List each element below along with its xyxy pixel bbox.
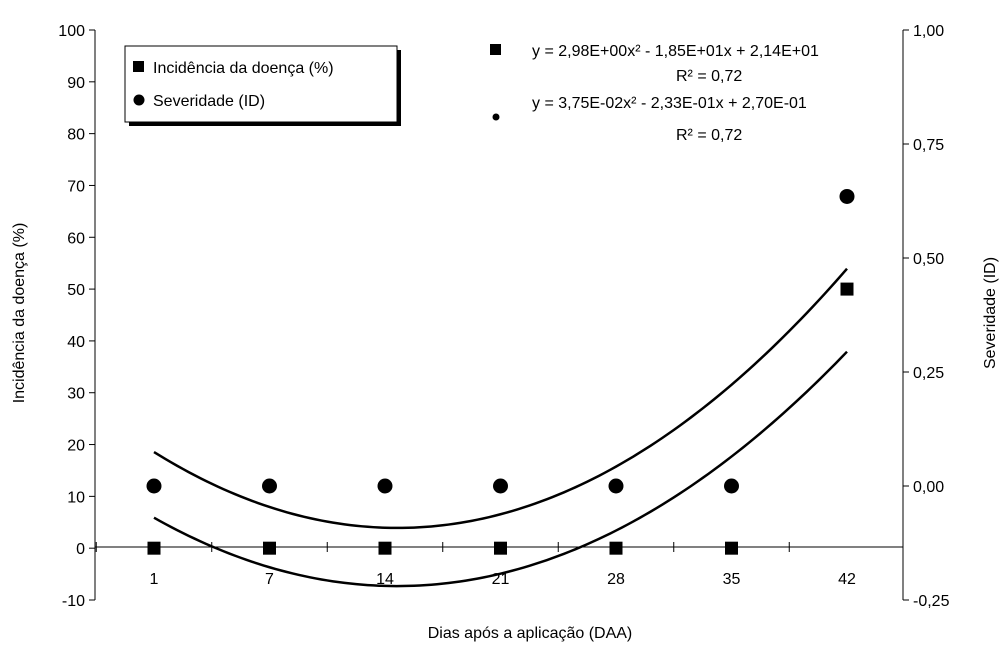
point-severidade: [262, 478, 277, 494]
y-right-tick-label: 0,00: [913, 479, 944, 496]
x-tick-label: 7: [265, 571, 274, 588]
point-severidade: [493, 478, 508, 494]
trend-equations: y = 2,98E+00x² - 1,85E+01x + 2,14E+01 R²…: [490, 43, 819, 144]
legend-label-severidade: Severidade (ID): [153, 93, 265, 110]
axes: -10 0 10 20 30 40 50 60 70 80 90 100 -0,25 0,00 0,25 0,…: [58, 23, 949, 610]
y-left-tick-label: 0: [76, 541, 85, 558]
y-left-tick-label: 20: [67, 438, 85, 455]
x-tick-label: 42: [838, 571, 856, 588]
y-right-tick-label: 0,25: [913, 365, 944, 382]
y-left-tick-label: 80: [67, 127, 85, 144]
point-severidade: [377, 478, 393, 494]
y-left-tick-label: 100: [58, 23, 85, 40]
point-incidencia: [494, 541, 507, 555]
r2-severidade: R² = 0,72: [676, 127, 742, 144]
y-right-tick-label: 1,00: [913, 23, 944, 40]
y-left-tick-label: 90: [67, 75, 85, 92]
trendlines: [153, 267, 848, 588]
point-incidencia: [147, 541, 161, 555]
x-tick-label: 14: [376, 571, 394, 588]
y-left-tick-label: 30: [67, 386, 85, 403]
y-left-tick-label: 70: [67, 178, 85, 195]
point-severidade: [839, 188, 855, 204]
point-incidencia: [725, 541, 738, 555]
x-tick-label: 28: [607, 571, 625, 588]
x-tick-label: 35: [723, 571, 741, 588]
point-incidencia: [263, 541, 276, 555]
point-severidade: [608, 478, 624, 494]
trendline-incidencia: [153, 350, 848, 588]
r2-incidencia: R² = 0,72: [676, 68, 742, 85]
y-right-tick-label: -0,25: [913, 593, 950, 610]
point-incidencia: [840, 282, 854, 296]
y-left-tick-label: 10: [67, 489, 85, 506]
y-left-tick-label: 50: [67, 282, 85, 299]
y-left-tick-label: -10: [62, 593, 85, 610]
y-right-tick-label: 0,75: [913, 137, 944, 154]
legend: Incidência da doença (%) Severidade (ID): [124, 45, 401, 126]
equation-severidade: y = 3,75E-02x² - 2,33E-01x + 2,70E-01: [532, 95, 807, 112]
legend-circle-marker: [133, 94, 145, 106]
x-tick-label: 1: [150, 571, 159, 588]
y-axis-right-title: Severidade (ID): [982, 257, 999, 369]
legend-label-incidencia: Incidência da doença (%): [153, 60, 334, 77]
equation-square-marker: [490, 44, 501, 55]
y-axis-left-title: Incidência da doença (%): [11, 223, 28, 404]
equation-incidencia: y = 2,98E+00x² - 1,85E+01x + 2,14E+01: [532, 43, 819, 60]
point-severidade: [146, 478, 162, 494]
trendline-severidade: [153, 267, 848, 530]
legend-box: [124, 45, 398, 123]
point-severidade: [724, 478, 739, 494]
legend-square-marker: [133, 61, 144, 72]
data-markers: [146, 188, 855, 555]
x-axis-title: Dias após a aplicação (DAA): [428, 625, 633, 642]
equation-circle-marker: [492, 113, 500, 121]
y-left-tick-label: 40: [67, 334, 85, 351]
point-incidencia: [609, 541, 623, 555]
point-incidencia: [378, 541, 392, 555]
y-right-tick-label: 0,50: [913, 251, 944, 268]
y-left-tick-label: 60: [67, 230, 85, 247]
